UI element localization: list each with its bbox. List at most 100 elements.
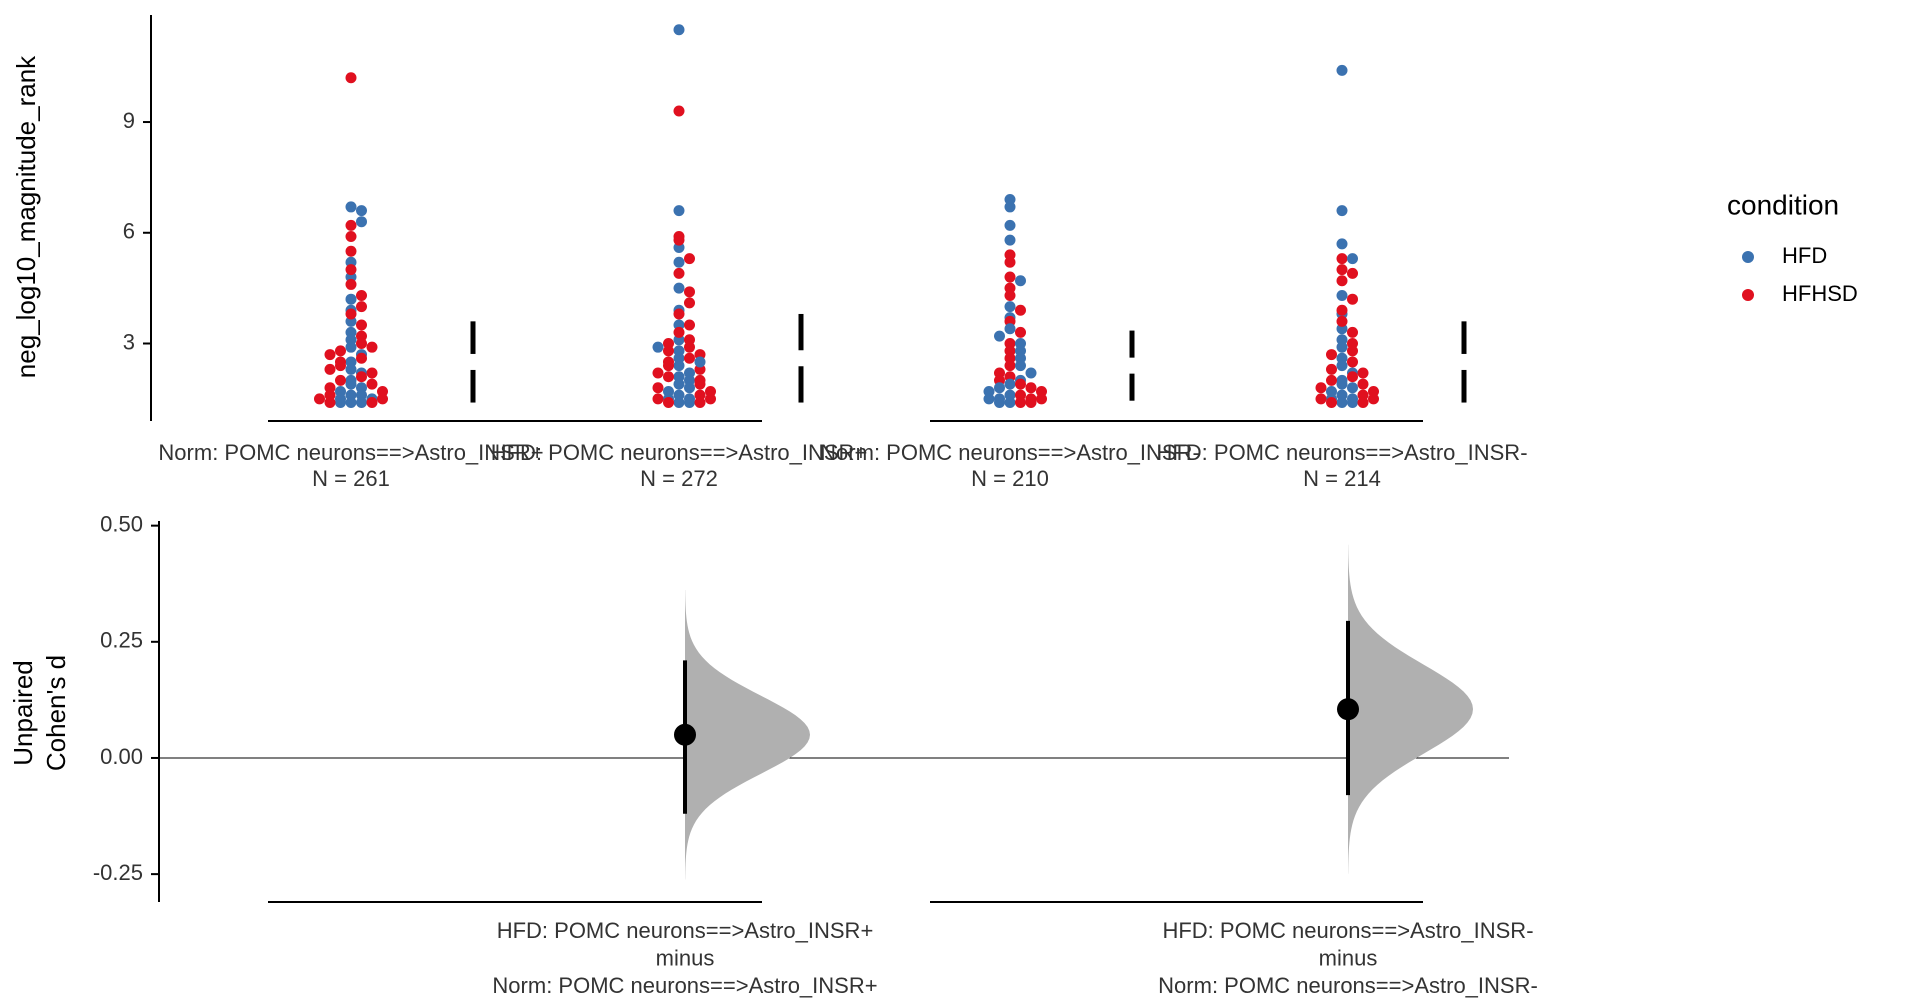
- data-point: [684, 253, 695, 265]
- data-point: [994, 382, 1005, 394]
- data-point: [684, 352, 695, 364]
- data-point: [335, 397, 346, 409]
- data-point: [345, 264, 357, 276]
- group-n: N = 272: [640, 466, 718, 491]
- bootstrap-distribution: [685, 590, 810, 880]
- data-point: [366, 367, 378, 379]
- y-tick-label: -0.25: [93, 860, 143, 885]
- data-point: [663, 360, 674, 372]
- data-point: [356, 337, 367, 349]
- data-point: [324, 363, 336, 375]
- group-n: N = 214: [1303, 466, 1381, 491]
- data-point: [314, 393, 325, 405]
- data-point: [1347, 382, 1358, 394]
- data-point: [652, 382, 664, 394]
- data-point: [335, 360, 346, 372]
- data-point: [366, 397, 378, 409]
- data-point: [345, 201, 357, 213]
- data-point: [377, 393, 388, 405]
- data-point: [345, 230, 357, 242]
- data-point: [1357, 397, 1369, 409]
- data-point: [1336, 397, 1348, 409]
- comparison-label: Norm: POMC neurons==>Astro_INSR-: [1158, 973, 1538, 998]
- data-point: [673, 234, 685, 246]
- data-point: [663, 371, 674, 383]
- data-point: [705, 393, 716, 405]
- legend-marker: [1742, 289, 1754, 301]
- data-point: [1004, 323, 1016, 335]
- data-point: [1336, 315, 1348, 327]
- data-point: [1004, 301, 1016, 313]
- data-point: [1347, 397, 1358, 409]
- data-point: [366, 378, 378, 390]
- data-point: [1326, 363, 1337, 375]
- group-label: Norm: POMC neurons==>Astro_INSR-: [820, 440, 1200, 465]
- data-point: [663, 397, 674, 409]
- data-point: [684, 382, 695, 394]
- data-point: [1015, 304, 1026, 316]
- data-point: [345, 363, 357, 375]
- data-point: [1336, 275, 1348, 287]
- data-point: [1336, 264, 1348, 276]
- data-point: [1336, 341, 1348, 353]
- data-point: [1004, 271, 1016, 283]
- data-point: [694, 397, 706, 409]
- data-point: [673, 256, 685, 268]
- y-axis-label: Unpaired: [8, 660, 38, 766]
- data-point: [1336, 253, 1348, 265]
- data-point: [345, 341, 357, 353]
- data-point: [1347, 293, 1358, 305]
- data-point: [1004, 290, 1016, 302]
- data-point: [673, 205, 685, 217]
- data-point: [684, 286, 695, 298]
- data-point: [1336, 205, 1348, 217]
- data-point: [1357, 378, 1369, 390]
- data-point: [1315, 382, 1327, 394]
- data-point: [1025, 397, 1037, 409]
- data-point: [335, 345, 346, 357]
- data-point: [673, 267, 685, 279]
- data-point: [694, 356, 706, 368]
- data-point: [356, 371, 367, 383]
- data-point: [356, 290, 367, 302]
- data-point: [983, 393, 995, 405]
- data-point: [345, 278, 357, 290]
- data-point: [1336, 378, 1348, 390]
- data-point: [1015, 360, 1026, 372]
- data-point: [1004, 219, 1016, 231]
- data-point: [1368, 393, 1379, 405]
- group-label: Norm: POMC neurons==>Astro_INSR+: [158, 440, 543, 465]
- data-point: [324, 397, 336, 409]
- data-point: [335, 374, 346, 386]
- group-n: N = 261: [312, 466, 390, 491]
- comparison-label: HFD: POMC neurons==>Astro_INSR-: [1162, 918, 1533, 943]
- group-label: HFD: POMC neurons==>Astro_INSR-: [1156, 440, 1527, 465]
- data-point: [324, 349, 336, 361]
- data-point: [673, 378, 685, 390]
- data-point: [356, 205, 367, 217]
- data-point: [1004, 234, 1016, 246]
- data-point: [1004, 378, 1016, 390]
- data-point: [345, 72, 357, 84]
- y-tick-label: 0.25: [100, 628, 143, 653]
- data-point: [1336, 64, 1348, 76]
- data-point: [994, 330, 1005, 342]
- data-point: [1004, 201, 1016, 213]
- data-point: [1004, 256, 1016, 268]
- data-point: [652, 393, 664, 405]
- data-point: [1015, 378, 1026, 390]
- data-point: [345, 245, 357, 257]
- data-point: [1025, 367, 1037, 379]
- data-point: [673, 308, 685, 320]
- y-tick-label: 6: [123, 219, 135, 244]
- data-point: [1347, 371, 1358, 383]
- data-point: [1357, 367, 1369, 379]
- data-point: [356, 397, 367, 409]
- data-point: [366, 341, 378, 353]
- group-label: HFD: POMC neurons==>Astro_INSR+: [491, 440, 868, 465]
- data-point: [345, 219, 357, 231]
- data-point: [673, 326, 685, 338]
- data-point: [1336, 290, 1348, 302]
- data-point: [1036, 393, 1047, 405]
